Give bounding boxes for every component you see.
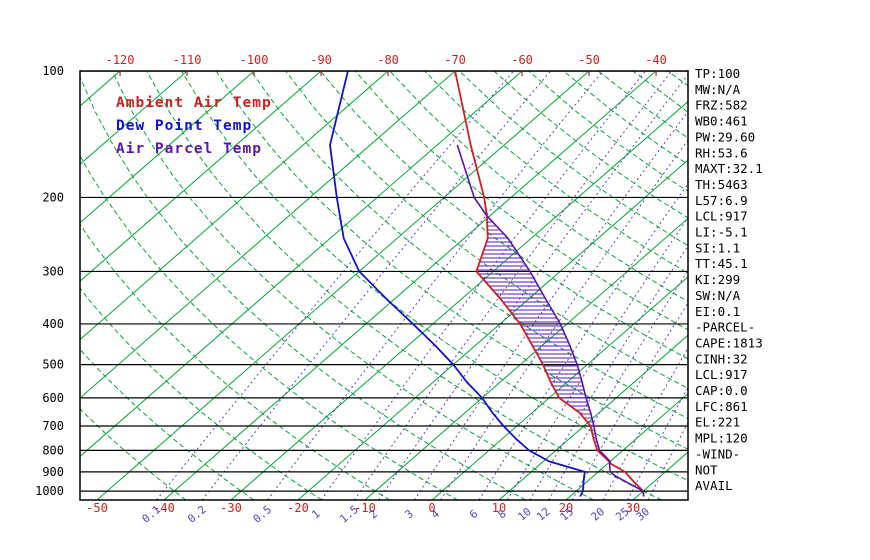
mixing-ratio-line: [267, 71, 604, 500]
pressure-tick-label: 300: [42, 264, 64, 278]
stat-line: CINH:32: [695, 351, 748, 366]
isotherm-line: [80, 71, 523, 458]
stat-line: RH:53.6: [695, 145, 748, 160]
mixing-ratio-line: [571, 301, 688, 500]
stat-line: -WIND-: [695, 446, 740, 461]
pressure-tick-label: 800: [42, 443, 64, 457]
stat-line: CAPE:1813: [695, 335, 763, 350]
isotherm-line: [230, 100, 688, 500]
isotherm-line: [364, 217, 688, 500]
pressure-tick-label: 200: [42, 190, 64, 204]
pressure-tick-label: 500: [42, 358, 64, 372]
stat-line: LI:-5.1: [695, 225, 748, 240]
stat-line: MAXT:32.1: [695, 161, 763, 176]
mixing-ratio-line: [353, 71, 672, 500]
cape-hatch-group: [476, 217, 607, 459]
isotherm-line: [498, 334, 688, 500]
mixing-ratio-line: [320, 71, 646, 500]
ambient-temp-curve: [454, 71, 645, 497]
isotherm-line: [80, 71, 188, 166]
isotherm-line: [80, 71, 255, 224]
stat-line: CAP:0.0: [695, 383, 748, 398]
top-temp-tick-label: -120: [106, 53, 135, 67]
dry-adiabat-line: [181, 71, 688, 482]
stat-line: FRZ:582: [695, 98, 748, 113]
stat-line: MW:N/A: [695, 82, 741, 97]
top-temp-tick-label: -80: [377, 53, 399, 67]
stat-line: EL:221: [695, 415, 740, 430]
top-temp-tick-label: -90: [310, 53, 332, 67]
dry-adiabat-line: [80, 75, 526, 500]
dry-adiabat-line: [146, 71, 662, 500]
bottom-temp-tick-label: 0: [428, 501, 435, 515]
pressure-tick-label: 700: [42, 419, 64, 433]
stat-line: LCL:917: [695, 209, 748, 224]
dry-adiabat-line: [111, 71, 594, 500]
dry-adiabat-line: [215, 71, 688, 450]
top-temp-tick-label: -70: [444, 53, 466, 67]
bottom-temp-tick-label: 10: [492, 501, 506, 515]
pressure-tick-label: 1000: [35, 484, 64, 498]
bottom-temp-tick-label: -20: [287, 501, 309, 515]
legend-item-1: Ambient Air Temp: [116, 95, 272, 111]
stat-line: KI:299: [695, 272, 740, 287]
plot-frame: [79, 70, 689, 501]
top-temp-tick-label: -60: [511, 53, 533, 67]
legend-item-3: Air Parcel Temp: [116, 141, 262, 157]
stat-line: LCL:917: [695, 367, 748, 382]
stat-line: LFC:861: [695, 399, 748, 414]
stat-line: MPL:120: [695, 431, 748, 446]
mixing-ratio-line: [378, 73, 688, 500]
isotherm-line: [96, 71, 590, 500]
bottom-temp-tick-label: -30: [220, 501, 242, 515]
stat-line: NOT: [695, 462, 718, 477]
mixing-ratio-line: [440, 139, 688, 500]
stat-line: TP:100: [695, 66, 740, 81]
stat-line: TT:45.1: [695, 256, 748, 271]
bottom-temp-tick-label: -40: [153, 501, 175, 515]
isotherm-line: [163, 71, 657, 500]
dry-adiabat-line: [80, 223, 390, 500]
stat-line: AVAIL: [695, 478, 733, 493]
stat-line: -PARCEL-: [695, 320, 755, 335]
pressure-tick-label: 600: [42, 391, 64, 405]
plot-area: [80, 71, 688, 500]
bottom-temp-tick-label: -10: [354, 501, 376, 515]
isotherm-line: [80, 71, 389, 341]
top-temp-tick-label: -100: [240, 53, 269, 67]
isotherm-line: [297, 159, 688, 500]
stat-line: PW:29.60: [695, 129, 755, 144]
dry-adiabat-line: [80, 287, 323, 500]
dry-adiabat-line: [285, 71, 688, 389]
dry-adiabat-line: [80, 348, 255, 500]
top-temp-tick-label: -40: [645, 53, 667, 67]
mixing-ratio-line: [201, 71, 551, 500]
bottom-temp-tick-label: 20: [559, 501, 573, 515]
top-temp-tick-label: -50: [578, 53, 600, 67]
pressure-tick-label: 400: [42, 317, 64, 331]
stat-line: TH:5463: [695, 177, 748, 192]
parcel-temp-curve: [456, 144, 645, 497]
stat-line: EI:0.1: [695, 304, 740, 319]
isotherm-line: [80, 71, 456, 399]
dry-adiabat-line: [250, 71, 688, 420]
bottom-temp-tick-label: 30: [626, 501, 640, 515]
top-temp-tick-label: -110: [173, 53, 202, 67]
isotherm-line: [565, 392, 688, 500]
mixing-ratio-group: [156, 71, 688, 500]
stat-line: L57:6.9: [695, 193, 748, 208]
pressure-tick-label: 900: [42, 465, 64, 479]
stat-line: WB0:461: [695, 114, 748, 129]
bottom-temp-tick-label: -50: [86, 501, 108, 515]
dewpoint-curve: [329, 71, 586, 497]
stat-line: SW:N/A: [695, 288, 741, 303]
legend-item-2: Dew Point Temp: [116, 118, 252, 134]
stat-line: SI:1.1: [695, 240, 740, 255]
pressure-tick-label: 100: [42, 64, 64, 78]
isotherms-group: [80, 71, 688, 500]
isotherm-line: [80, 71, 322, 282]
